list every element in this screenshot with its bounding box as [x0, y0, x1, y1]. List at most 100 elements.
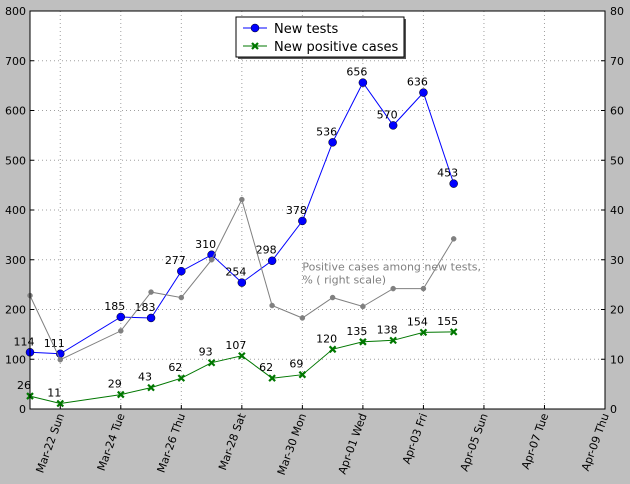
y-left-tick-label: 700 [5, 55, 26, 68]
legend-marker [251, 42, 259, 50]
y-right-tick-label: 30 [610, 254, 624, 267]
data-point [177, 374, 186, 382]
legend-label: New tests [274, 22, 338, 37]
y-left-tick-label: 200 [5, 304, 26, 317]
data-point [449, 328, 458, 336]
series-line-3 [29, 198, 455, 361]
data-point [388, 121, 398, 130]
y-left-tick-label: 100 [5, 353, 26, 366]
data-point [298, 370, 307, 379]
data-label: 107 [225, 339, 246, 352]
data-label: 135 [346, 325, 367, 338]
data-point [147, 383, 155, 392]
data-point [178, 294, 185, 301]
data-point [57, 356, 64, 363]
data-label: 120 [316, 332, 337, 345]
data-point [360, 303, 366, 310]
data-label: 536 [316, 125, 337, 138]
data-label: 26 [17, 379, 31, 392]
data-point [146, 313, 156, 323]
y-right-tick-label: 70 [610, 55, 624, 68]
data-label: 656 [346, 66, 367, 79]
data-point [177, 266, 186, 276]
legend-marker [250, 23, 260, 33]
series-line-1 [29, 81, 455, 355]
data-label: 570 [377, 108, 398, 121]
data-point [237, 278, 247, 287]
y-right-tick-label: 20 [610, 304, 624, 317]
data-point [117, 390, 125, 399]
data-label: 298 [256, 244, 277, 257]
data-point [56, 399, 65, 408]
data-label: 636 [407, 76, 428, 89]
data-point [238, 351, 246, 360]
data-label: 62 [259, 361, 273, 374]
y-right-tick-label: 40 [610, 204, 624, 217]
data-label: 138 [377, 323, 398, 336]
x-tick-label: Mar-28 Sat [216, 411, 249, 472]
data-point [298, 216, 307, 226]
series-line-2 [29, 331, 454, 405]
data-label: 29 [108, 378, 122, 391]
data-label: 310 [195, 238, 216, 251]
data-point [328, 138, 337, 147]
x-tick-label: Apr-09 Thu [579, 412, 612, 473]
data-label: 11 [47, 387, 61, 400]
data-label: 111 [44, 337, 65, 350]
annotation-text: % ( right scale) [302, 274, 386, 287]
data-point [449, 179, 458, 188]
data-label: 185 [104, 300, 125, 313]
y-right-tick-label: 80 [610, 5, 624, 18]
y-left-tick-label: 800 [5, 5, 26, 18]
data-point [358, 78, 368, 87]
legend-label: New positive cases [274, 40, 398, 55]
data-point [420, 285, 427, 292]
plot-area [30, 11, 605, 409]
data-label: 43 [138, 371, 152, 384]
data-point [118, 328, 124, 334]
x-tick-label: Apr-01 Wed [336, 412, 370, 476]
x-tick-label: Mar-24 Tue [95, 411, 128, 472]
data-label: 378 [286, 204, 307, 217]
plot-frame [29, 10, 606, 410]
x-tick-label: Apr-03 Fri [400, 412, 430, 466]
y-right-tick-label: 50 [610, 154, 624, 167]
data-point [207, 358, 216, 367]
data-label: 254 [225, 266, 246, 279]
data-label: 183 [135, 301, 156, 314]
annotation-text: Positive cases among new tests, [302, 261, 481, 274]
legend-box [235, 16, 405, 58]
data-label: 453 [437, 167, 458, 180]
data-point [148, 289, 154, 295]
data-point [328, 345, 337, 354]
data-point [269, 302, 275, 309]
data-label: 114 [14, 335, 35, 348]
data-point [116, 312, 126, 322]
data-point [329, 294, 336, 301]
data-label: 62 [168, 361, 182, 374]
data-label: 93 [199, 346, 213, 359]
data-label: 155 [437, 315, 458, 328]
y-left-tick-label: 300 [5, 254, 26, 267]
y-left-tick-label: 600 [5, 105, 26, 118]
data-point [390, 285, 396, 292]
x-tick-label: Mar-30 Mon [275, 412, 309, 477]
data-point [450, 236, 457, 242]
y-right-tick-label: 60 [610, 105, 624, 118]
x-tick-label: Apr-05 Sun [458, 412, 491, 474]
data-label: 277 [165, 254, 186, 267]
data-point [419, 328, 428, 337]
x-tick-label: Mar-26 Thu [155, 412, 188, 475]
x-tick-label: Mar-22 Sun [34, 412, 68, 475]
data-label: 69 [289, 358, 303, 371]
y-right-tick-label: 10 [610, 353, 624, 366]
data-point [389, 336, 397, 345]
data-point [268, 374, 276, 382]
data-point [359, 338, 367, 346]
y-left-tick-label: 400 [5, 204, 26, 217]
data-point [267, 256, 277, 265]
y-left-tick-label: 500 [5, 154, 26, 167]
x-tick-label: Apr-07 Tue [519, 411, 551, 471]
